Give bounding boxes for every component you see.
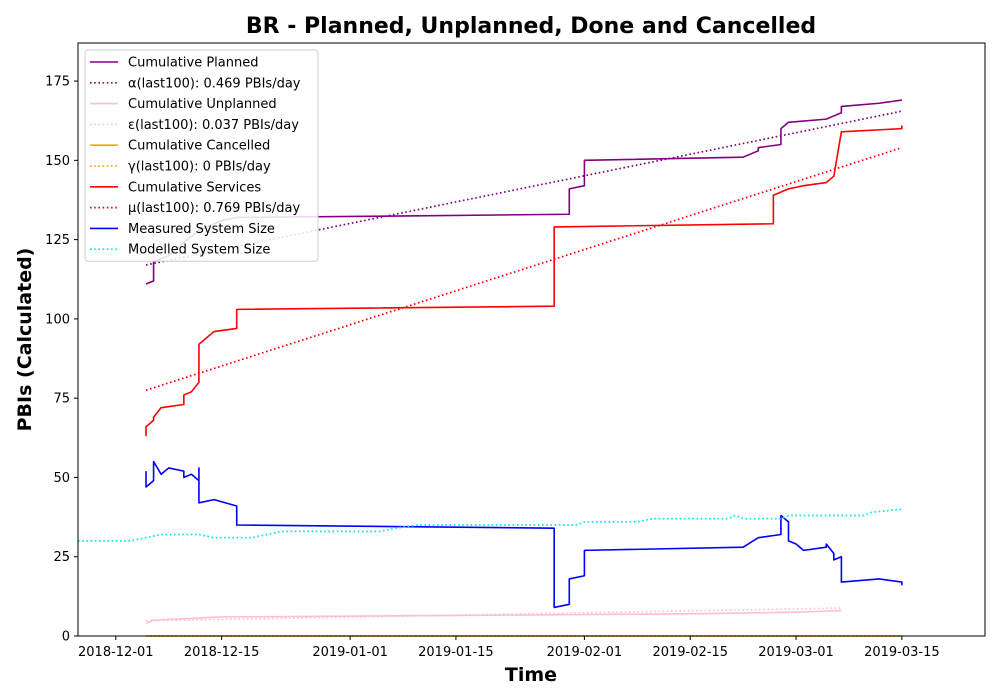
x-tick-label: 2019-02-01 <box>547 645 623 660</box>
series-line-last100-0-469-pbis-day <box>145 110 903 266</box>
legend-box <box>84 49 319 262</box>
y-tick-label: 175 <box>45 75 70 90</box>
y-axis-ticks: 0 25 50 75 100 125 150 175 <box>45 75 78 645</box>
x-tick-label: 2019-03-15 <box>864 645 940 660</box>
x-tick-label: 2019-02-15 <box>652 645 728 660</box>
legend-label: ε(last100): 0.037 PBIs/day <box>128 118 299 133</box>
series-line-cumulative-unplanned <box>145 609 842 625</box>
y-tick-label: 0 <box>62 630 70 645</box>
y-tick-label: 150 <box>45 154 70 169</box>
plot-frame <box>77 42 986 637</box>
y-axis-label: PBIs (Calculated) <box>14 248 36 432</box>
y-tick-label: 125 <box>45 233 70 248</box>
x-axis-ticks: 2018-12-01 2018-12-15 2019-01-01 2019-01-15… <box>78 636 940 660</box>
y-tick-label: 50 <box>53 471 70 486</box>
legend-label: Measured System Size <box>128 222 275 237</box>
x-tick-label: 2019-01-15 <box>418 645 494 660</box>
legend-label: μ(last100): 0.769 PBIs/day <box>128 201 300 216</box>
chart-title: BR - Planned, Unplanned, Done and Cancel… <box>246 14 816 39</box>
series-line-modelled-system-size <box>78 508 902 542</box>
legend-label: γ(last100): 0 PBIs/day <box>128 160 271 175</box>
y-tick-label: 100 <box>45 312 70 327</box>
legend-label: Cumulative Planned <box>128 56 258 71</box>
legend: Cumulative Planned α(last100): 0.469 PBIs… <box>84 49 319 262</box>
y-tick-label: 25 <box>53 550 70 565</box>
x-tick-label: 2019-01-01 <box>312 645 388 660</box>
x-axis-label: Time <box>505 664 557 686</box>
series-line-measured-system-size <box>145 460 903 609</box>
legend-label: Cumulative Unplanned <box>128 97 277 112</box>
legend-label: Cumulative Cancelled <box>128 139 270 154</box>
x-tick-label: 2018-12-01 <box>78 645 154 660</box>
x-tick-label: 2018-12-15 <box>184 645 260 660</box>
x-tick-label: 2019-03-01 <box>758 645 834 660</box>
legend-label: Cumulative Services <box>128 180 261 195</box>
y-tick-label: 75 <box>53 392 70 407</box>
legend-label: Modelled System Size <box>128 243 270 258</box>
series-line-cumulative-services <box>145 125 903 437</box>
legend-label: α(last100): 0.469 PBIs/day <box>128 76 301 91</box>
